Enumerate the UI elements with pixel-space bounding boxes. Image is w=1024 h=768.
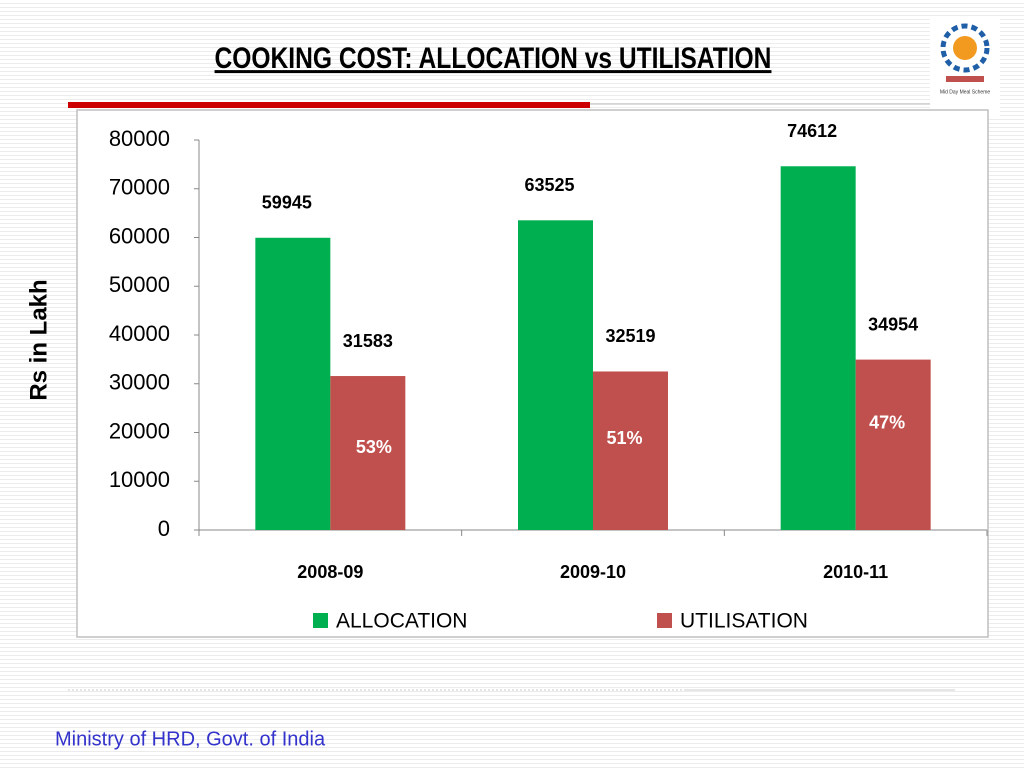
chart-title: COOKING COST: ALLOCATION vs UTILISATION (215, 41, 772, 75)
value-label: 74612 (787, 121, 837, 141)
y-tick-label: 40000 (109, 321, 170, 346)
y-axis-label: Rs in Lakh (25, 279, 52, 400)
x-tick-label: 2009-10 (560, 562, 626, 582)
value-label: 63525 (524, 175, 574, 195)
bar (330, 376, 406, 530)
bar (518, 220, 593, 531)
y-tick-label: 30000 (109, 370, 170, 395)
y-tick-label: 10000 (109, 467, 170, 492)
y-tick-label: 80000 (109, 126, 170, 151)
value-label: 34954 (868, 314, 918, 334)
legend-swatch (313, 613, 328, 628)
legend-label: UTILISATION (680, 610, 808, 633)
footer: Ministry of HRD, Govt. of India (55, 728, 326, 750)
value-label: 32519 (605, 326, 655, 346)
percent-label: 47% (869, 412, 905, 432)
y-tick-label: 50000 (109, 272, 170, 297)
y-tick-label: 60000 (109, 223, 170, 248)
y-tick-label: 20000 (109, 418, 170, 443)
value-label: 31583 (343, 331, 393, 351)
bar (780, 166, 856, 531)
value-label: 59945 (262, 193, 312, 213)
legend-label: ALLOCATION (336, 610, 467, 633)
percent-label: 53% (356, 437, 392, 457)
logo-text: Mid Day Meal Scheme (940, 89, 991, 95)
x-tick-label: 2010-11 (823, 562, 888, 582)
bar (855, 359, 931, 530)
logo: Mid Day Meal Scheme (930, 18, 1000, 116)
title-rule (68, 102, 590, 108)
legend-swatch (657, 613, 672, 628)
percent-label: 51% (606, 428, 642, 448)
y-tick-label: 70000 (109, 175, 170, 200)
bar (593, 371, 668, 530)
x-tick-label: 2008-09 (297, 562, 363, 582)
y-tick-label: 0 (158, 516, 170, 541)
bar (255, 237, 331, 530)
